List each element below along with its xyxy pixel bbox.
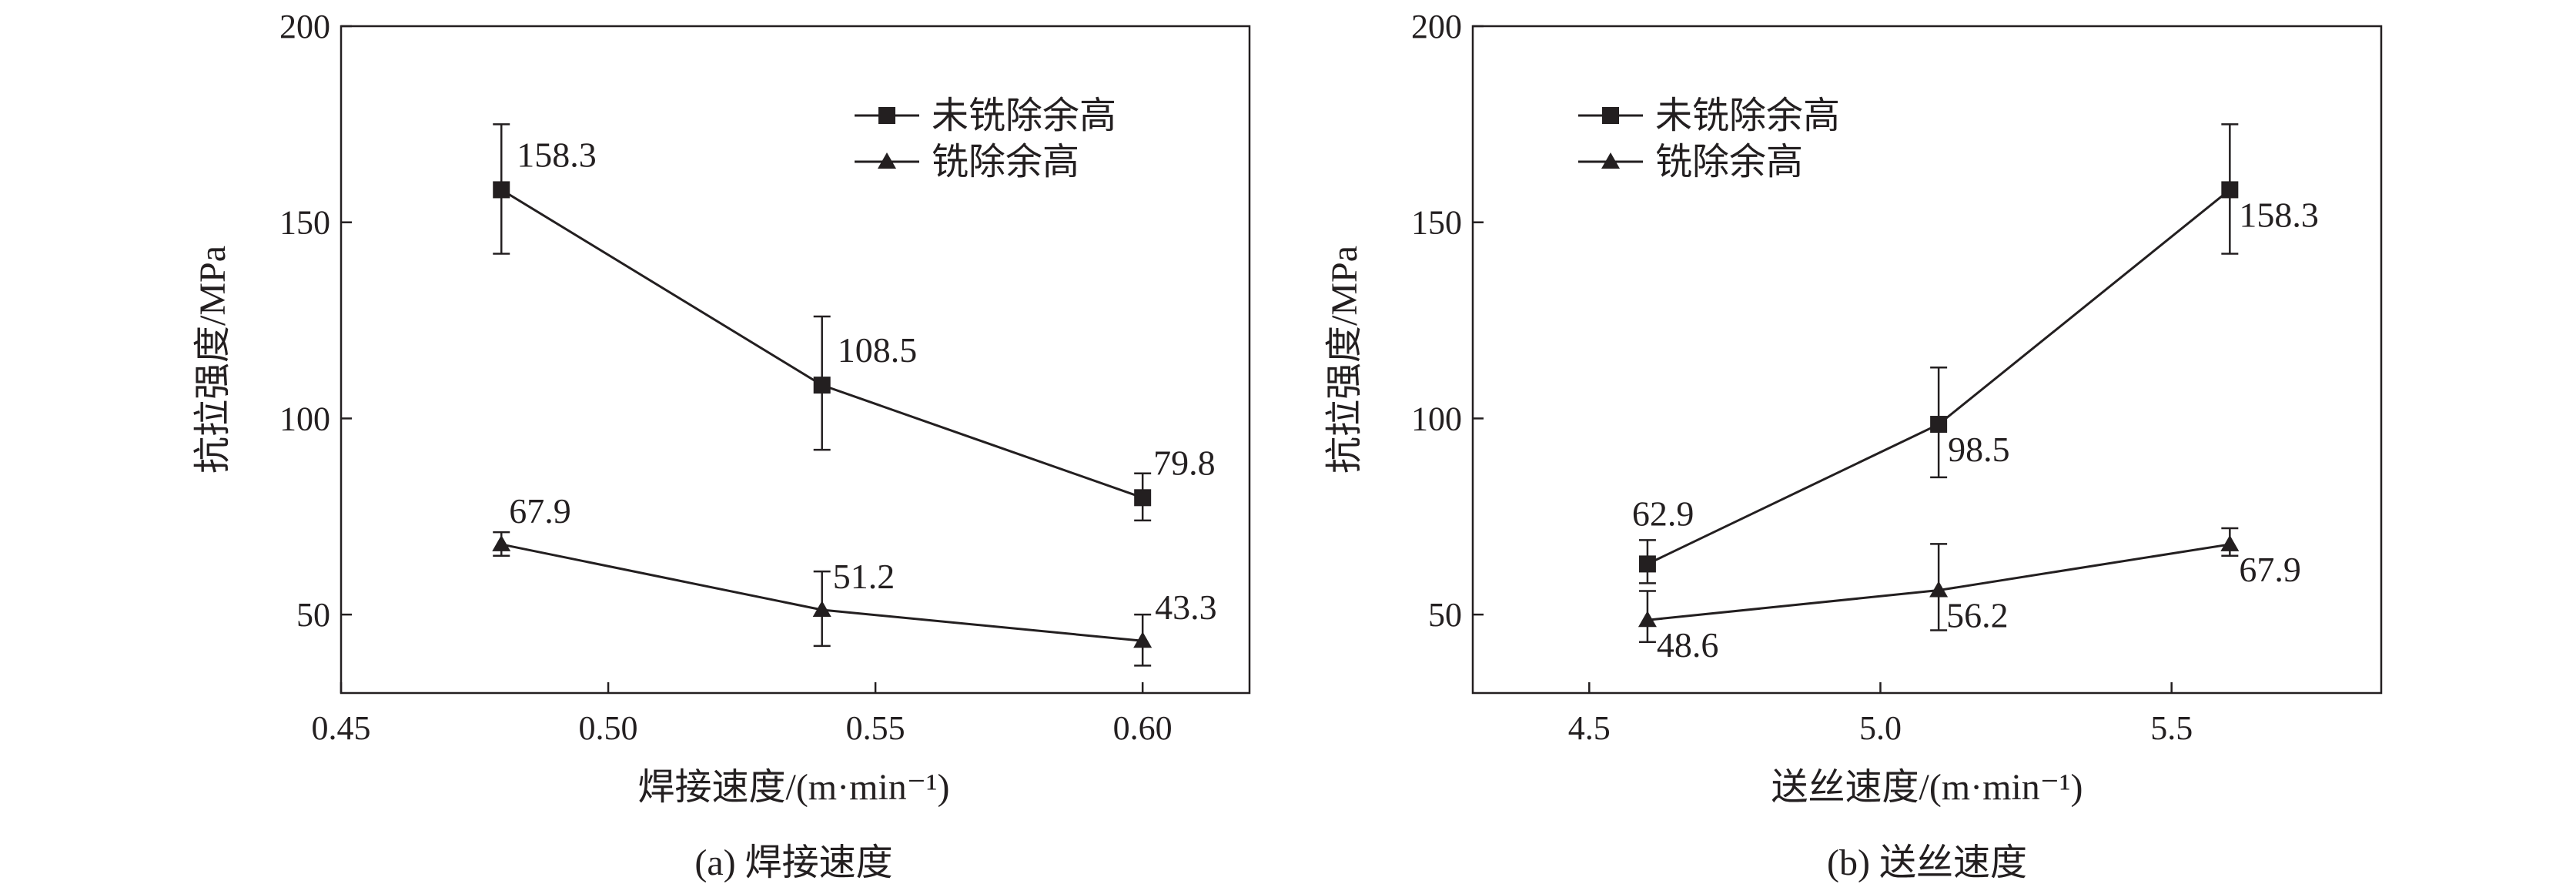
triangle-marker: [812, 601, 831, 618]
square-marker: [813, 377, 831, 394]
x-tick-label: 5.5: [2150, 709, 2193, 747]
data-label: 62.9: [1632, 494, 1694, 533]
x-tick-label: 0.50: [579, 709, 638, 747]
x-tick-label: 0.60: [1113, 709, 1173, 747]
y-tick-label: 50: [296, 596, 330, 634]
x-ticks-b: 4.5 5.0 5.5: [1568, 682, 2193, 747]
y-ticks-a: 50 100 150 200: [279, 8, 352, 634]
square-marker: [1930, 416, 1948, 434]
square-marker: [1134, 489, 1152, 507]
y-tick-label: 200: [1411, 8, 1462, 45]
panel-caption-a: (a) 焊接速度: [694, 842, 892, 883]
data-label: 158.3: [2239, 195, 2319, 234]
y-tick-label: 150: [279, 204, 330, 242]
data-label: 48.6: [1657, 625, 1719, 665]
panel-caption-b: (b) 送丝速度: [1827, 842, 2027, 883]
y-axis-label-a: 抗拉强度/MPa: [192, 246, 233, 474]
data-label: 43.3: [1155, 588, 1217, 627]
x-tick-label: 0.45: [312, 709, 371, 747]
legend-triangle-marker: [1601, 152, 1620, 169]
y-ticks-b: 50 100 150 200: [1411, 8, 1484, 634]
y-tick-label: 100: [279, 400, 330, 437]
data-label: 79.8: [1153, 443, 1216, 482]
x-ticks-a: 0.45 0.50 0.55 0.60: [312, 682, 1173, 747]
triangle-marker: [2220, 534, 2240, 551]
legend-triangle-marker: [878, 152, 896, 169]
data-label: 56.2: [1946, 596, 2009, 635]
plot-frame-b: [1471, 25, 2383, 695]
legend-label: 未铣除余高: [1655, 95, 1840, 136]
legend-square-marker: [878, 107, 895, 124]
chart-panel-a: 0.45 0.50 0.55 0.60 50 100 150 200 158.3 108.5 7…: [192, 8, 1251, 883]
plot-frame-a: [340, 25, 1251, 695]
series-layer-a: 158.3 108.5 79.8 67.9 51.2 43.3: [492, 123, 1217, 667]
legend-square-marker: [1602, 107, 1619, 124]
x-tick-label: 4.5: [1568, 709, 1611, 747]
y-tick-label: 50: [1428, 596, 1462, 634]
triangle-marker: [1929, 581, 1949, 598]
y-tick-label: 200: [279, 8, 330, 45]
data-label: 67.9: [509, 491, 571, 531]
series-layer-b: 62.9 98.5 158.3 48.6 56.2 67.9: [1632, 123, 2319, 665]
legend-label: 铣除余高: [932, 142, 1079, 182]
legend-label: 铣除余高: [1655, 142, 1803, 182]
x-tick-label: 5.0: [1859, 709, 1902, 747]
chart-panel-b: 4.5 5.0 5.5 50 100 150 200 62.9 98.5 158.3 48.6 5…: [1324, 8, 2383, 883]
data-label: 51.2: [833, 557, 895, 596]
data-label: 67.9: [2239, 550, 2301, 589]
triangle-marker: [1638, 611, 1657, 628]
data-label: 158.3: [517, 135, 597, 174]
triangle-marker: [492, 534, 511, 551]
x-axis-label-b: 送丝速度/(m·min⁻¹): [1771, 767, 2083, 808]
legend-label: 未铣除余高: [932, 95, 1116, 136]
y-tick-label: 100: [1411, 400, 1462, 437]
square-marker: [1638, 555, 1656, 573]
data-label: 108.5: [838, 330, 918, 370]
x-tick-label: 0.55: [846, 709, 905, 747]
y-axis-label-b: 抗拉强度/MPa: [1324, 246, 1365, 474]
x-axis-label-a: 焊接速度/(m·min⁻¹): [637, 767, 949, 808]
square-marker: [2221, 181, 2239, 199]
triangle-marker: [1133, 631, 1153, 648]
square-marker: [493, 181, 510, 199]
data-label: 98.5: [1948, 430, 2010, 469]
y-tick-label: 150: [1411, 204, 1462, 242]
